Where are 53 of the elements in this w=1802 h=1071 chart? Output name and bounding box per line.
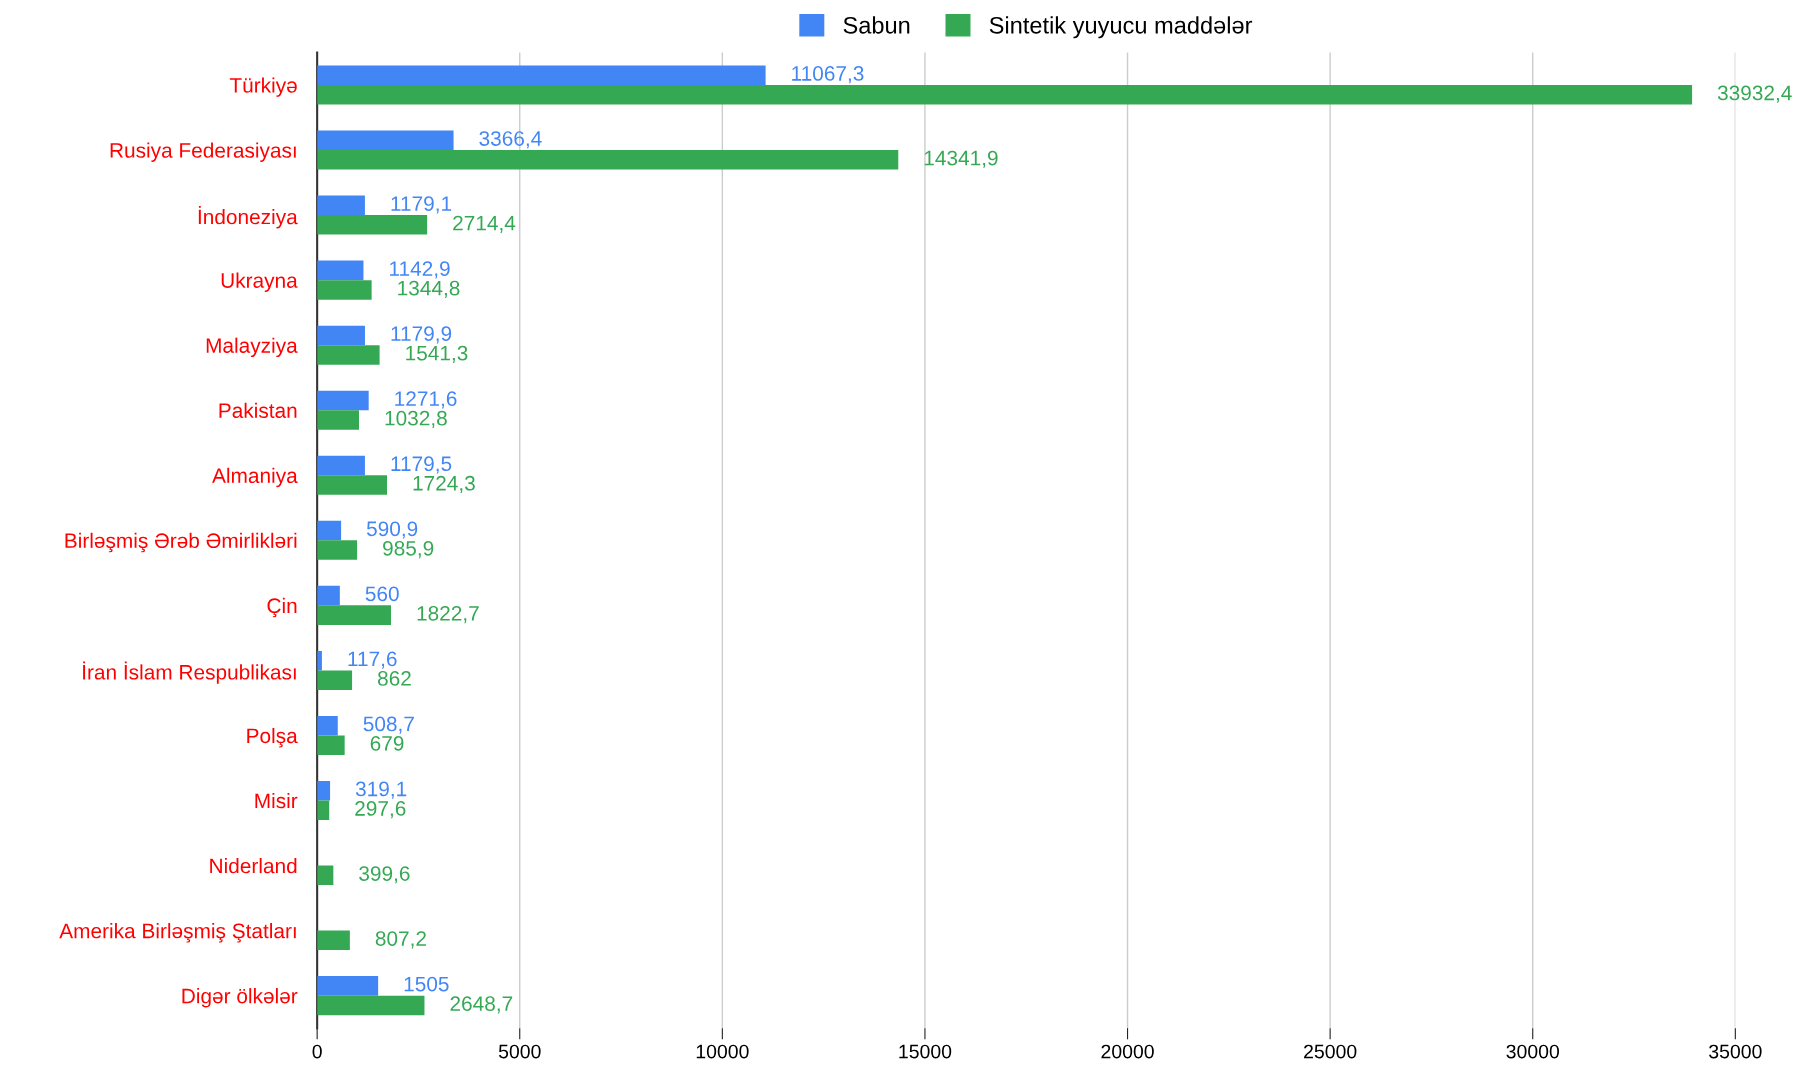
- x-tick-label: 25000: [1304, 1044, 1357, 1059]
- legend-label: Sintetik yuyucu maddələr: [989, 16, 1253, 39]
- x-tick-label: 35000: [1709, 1044, 1762, 1059]
- data-label: 590,9: [366, 521, 418, 539]
- x-tick-label: 0: [312, 1044, 322, 1059]
- legend-label: Sabun: [843, 16, 910, 34]
- data-label: 1505: [404, 976, 449, 992]
- data-label: 1142,9: [390, 261, 450, 279]
- y-tick-label: Digər ölkələr: [182, 988, 298, 1008]
- data-label: 1724,3: [413, 475, 475, 494]
- y-tick-label: Almaniya: [212, 467, 298, 488]
- data-label: 319,1: [355, 781, 407, 799]
- x-tick-label: 20000: [1101, 1044, 1154, 1059]
- data-label: 33932,4: [1717, 85, 1792, 103]
- data-label: 1179,9: [391, 326, 452, 344]
- data-label: 399,6: [359, 866, 410, 884]
- y-tick-label: Rusiya Federasiyası: [110, 142, 296, 162]
- data-label: 1344,8: [398, 280, 460, 298]
- data-label: 1271,6: [395, 391, 457, 409]
- data-label: 1541,3: [406, 345, 468, 363]
- data-label: 1179,1: [391, 196, 452, 214]
- y-tick-label: Amerika Birləşmiş Ştatları: [59, 923, 296, 943]
- data-label: 508,7: [363, 716, 414, 734]
- y-tick-label: Ukrayna: [221, 272, 298, 293]
- y-tick-label: Malayziya: [206, 337, 298, 358]
- y-tick-label: Pakistan: [219, 402, 297, 418]
- data-label: 807,2: [375, 931, 426, 949]
- data-label: 297,6: [355, 801, 406, 819]
- y-tick-label: Çin: [267, 597, 297, 618]
- y-tick-label: Misir: [255, 792, 298, 809]
- y-tick-label: Niderland: [210, 858, 297, 874]
- data-label: 1032,8: [385, 410, 447, 429]
- data-label: 679: [370, 736, 404, 751]
- data-label: 11067,3: [792, 66, 864, 84]
- y-tick-label: İndoneziya: [198, 206, 298, 229]
- data-label: 862: [377, 671, 411, 686]
- x-tick-label: 30000: [1506, 1044, 1560, 1059]
- x-tick-label: 5000: [498, 1044, 541, 1059]
- y-tick-label: İran İslam Respublikası: [83, 661, 296, 684]
- data-label: 3366,4: [479, 131, 542, 149]
- y-tick-label: Türkiyə: [229, 77, 297, 97]
- y-tick-label: Polşa: [247, 727, 298, 748]
- y-tick-label: Birləşmiş Ərəb Əmirlikləri: [65, 532, 297, 553]
- data-label: 1822,7: [417, 605, 479, 624]
- x-tick-label: 10000: [696, 1044, 749, 1059]
- data-label: 117,6: [348, 651, 397, 669]
- x-tick-label: 15000: [899, 1044, 952, 1059]
- data-label: 985,9: [383, 540, 434, 559]
- data-label: 1179,5: [391, 456, 452, 474]
- data-label: 560: [365, 586, 399, 602]
- data-label: 2648,7: [450, 996, 513, 1014]
- data-label: 14341,9: [924, 150, 998, 168]
- data-label: 2714,4: [453, 215, 516, 233]
